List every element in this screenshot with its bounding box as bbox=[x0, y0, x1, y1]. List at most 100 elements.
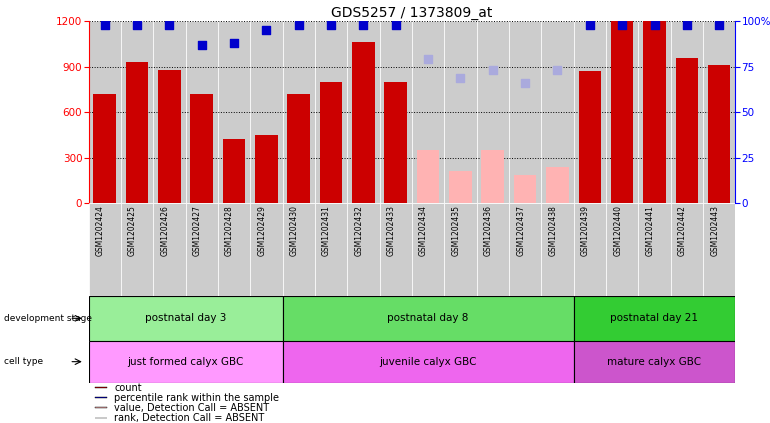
Point bbox=[357, 22, 370, 28]
Bar bbox=[578, 71, 601, 203]
Bar bbox=[218, 21, 250, 203]
Bar bbox=[352, 42, 375, 203]
Text: GSM1202429: GSM1202429 bbox=[257, 205, 266, 256]
Text: GSM1202426: GSM1202426 bbox=[160, 205, 169, 256]
Text: GSM1202433: GSM1202433 bbox=[387, 205, 396, 256]
Bar bbox=[250, 21, 283, 203]
Bar bbox=[611, 21, 634, 203]
Text: GSM1202437: GSM1202437 bbox=[516, 205, 525, 256]
Text: GSM1202440: GSM1202440 bbox=[613, 205, 622, 256]
Bar bbox=[675, 58, 698, 203]
Text: GSM1202431: GSM1202431 bbox=[322, 205, 331, 256]
Text: postnatal day 8: postnatal day 8 bbox=[387, 313, 469, 323]
Bar bbox=[158, 70, 181, 203]
Bar bbox=[283, 296, 574, 341]
Bar bbox=[671, 203, 703, 296]
Bar bbox=[89, 341, 283, 383]
Point bbox=[422, 56, 434, 63]
Bar bbox=[380, 21, 412, 203]
Bar bbox=[703, 21, 735, 203]
Point bbox=[293, 22, 305, 28]
Text: just formed calyx GBC: just formed calyx GBC bbox=[127, 357, 244, 367]
Point bbox=[584, 22, 596, 28]
Bar bbox=[186, 203, 218, 296]
Text: GSM1202434: GSM1202434 bbox=[419, 205, 428, 256]
Text: GSM1202438: GSM1202438 bbox=[548, 205, 557, 256]
Bar bbox=[509, 203, 541, 296]
Bar bbox=[283, 341, 574, 383]
Bar bbox=[126, 62, 149, 203]
Bar bbox=[89, 21, 121, 203]
Text: GSM1202425: GSM1202425 bbox=[128, 205, 137, 256]
Bar bbox=[606, 21, 638, 203]
Bar bbox=[509, 21, 541, 203]
Bar bbox=[449, 171, 472, 203]
Bar bbox=[574, 296, 735, 341]
Point bbox=[228, 40, 240, 47]
Bar bbox=[89, 203, 121, 296]
Text: cell type: cell type bbox=[4, 357, 43, 366]
Bar bbox=[638, 203, 671, 296]
Bar bbox=[671, 21, 703, 203]
Bar bbox=[477, 203, 509, 296]
Bar bbox=[638, 21, 671, 203]
Text: GSM1202435: GSM1202435 bbox=[451, 205, 460, 256]
Bar bbox=[481, 150, 504, 203]
Text: GSM1202424: GSM1202424 bbox=[95, 205, 105, 256]
Text: GSM1202428: GSM1202428 bbox=[225, 205, 234, 255]
Point bbox=[325, 22, 337, 28]
Text: postnatal day 21: postnatal day 21 bbox=[611, 313, 698, 323]
Bar bbox=[541, 21, 574, 203]
Bar bbox=[380, 203, 412, 296]
Bar bbox=[186, 21, 218, 203]
Bar bbox=[153, 203, 186, 296]
Text: GSM1202439: GSM1202439 bbox=[581, 205, 590, 256]
Bar bbox=[412, 203, 444, 296]
Bar bbox=[283, 21, 315, 203]
Bar bbox=[190, 94, 213, 203]
Point bbox=[519, 80, 531, 86]
Bar bbox=[477, 21, 509, 203]
Text: postnatal day 3: postnatal day 3 bbox=[145, 313, 226, 323]
Point bbox=[99, 22, 111, 28]
Bar bbox=[250, 203, 283, 296]
Title: GDS5257 / 1373809_at: GDS5257 / 1373809_at bbox=[331, 6, 493, 20]
Bar bbox=[283, 203, 315, 296]
Bar bbox=[121, 21, 153, 203]
Text: GSM1202432: GSM1202432 bbox=[354, 205, 363, 256]
Point bbox=[390, 22, 402, 28]
Bar bbox=[153, 21, 186, 203]
Bar bbox=[287, 94, 310, 203]
Point bbox=[163, 22, 176, 28]
Point bbox=[260, 27, 273, 34]
Point bbox=[551, 67, 564, 74]
Bar bbox=[255, 135, 278, 203]
Bar bbox=[315, 21, 347, 203]
Bar bbox=[412, 21, 444, 203]
Bar bbox=[574, 203, 606, 296]
Bar bbox=[315, 203, 347, 296]
Text: GSM1202430: GSM1202430 bbox=[290, 205, 299, 256]
Text: development stage: development stage bbox=[4, 314, 92, 323]
Bar bbox=[444, 203, 477, 296]
Bar bbox=[643, 21, 666, 203]
Bar bbox=[574, 21, 606, 203]
Text: value, Detection Call = ABSENT: value, Detection Call = ABSENT bbox=[115, 403, 270, 413]
Bar bbox=[574, 341, 735, 383]
Text: GSM1202427: GSM1202427 bbox=[192, 205, 202, 256]
Bar bbox=[93, 94, 116, 203]
Text: percentile rank within the sample: percentile rank within the sample bbox=[115, 393, 280, 403]
Point bbox=[131, 22, 143, 28]
Text: GSM1202442: GSM1202442 bbox=[678, 205, 687, 256]
Text: GSM1202436: GSM1202436 bbox=[484, 205, 493, 256]
Bar bbox=[218, 203, 250, 296]
Text: GSM1202443: GSM1202443 bbox=[710, 205, 719, 256]
Point bbox=[454, 74, 467, 81]
Bar bbox=[444, 21, 477, 203]
Text: mature calyx GBC: mature calyx GBC bbox=[608, 357, 701, 367]
Point bbox=[681, 22, 693, 28]
Bar bbox=[223, 140, 246, 203]
Bar bbox=[541, 203, 574, 296]
Bar bbox=[606, 203, 638, 296]
Bar bbox=[121, 203, 153, 296]
